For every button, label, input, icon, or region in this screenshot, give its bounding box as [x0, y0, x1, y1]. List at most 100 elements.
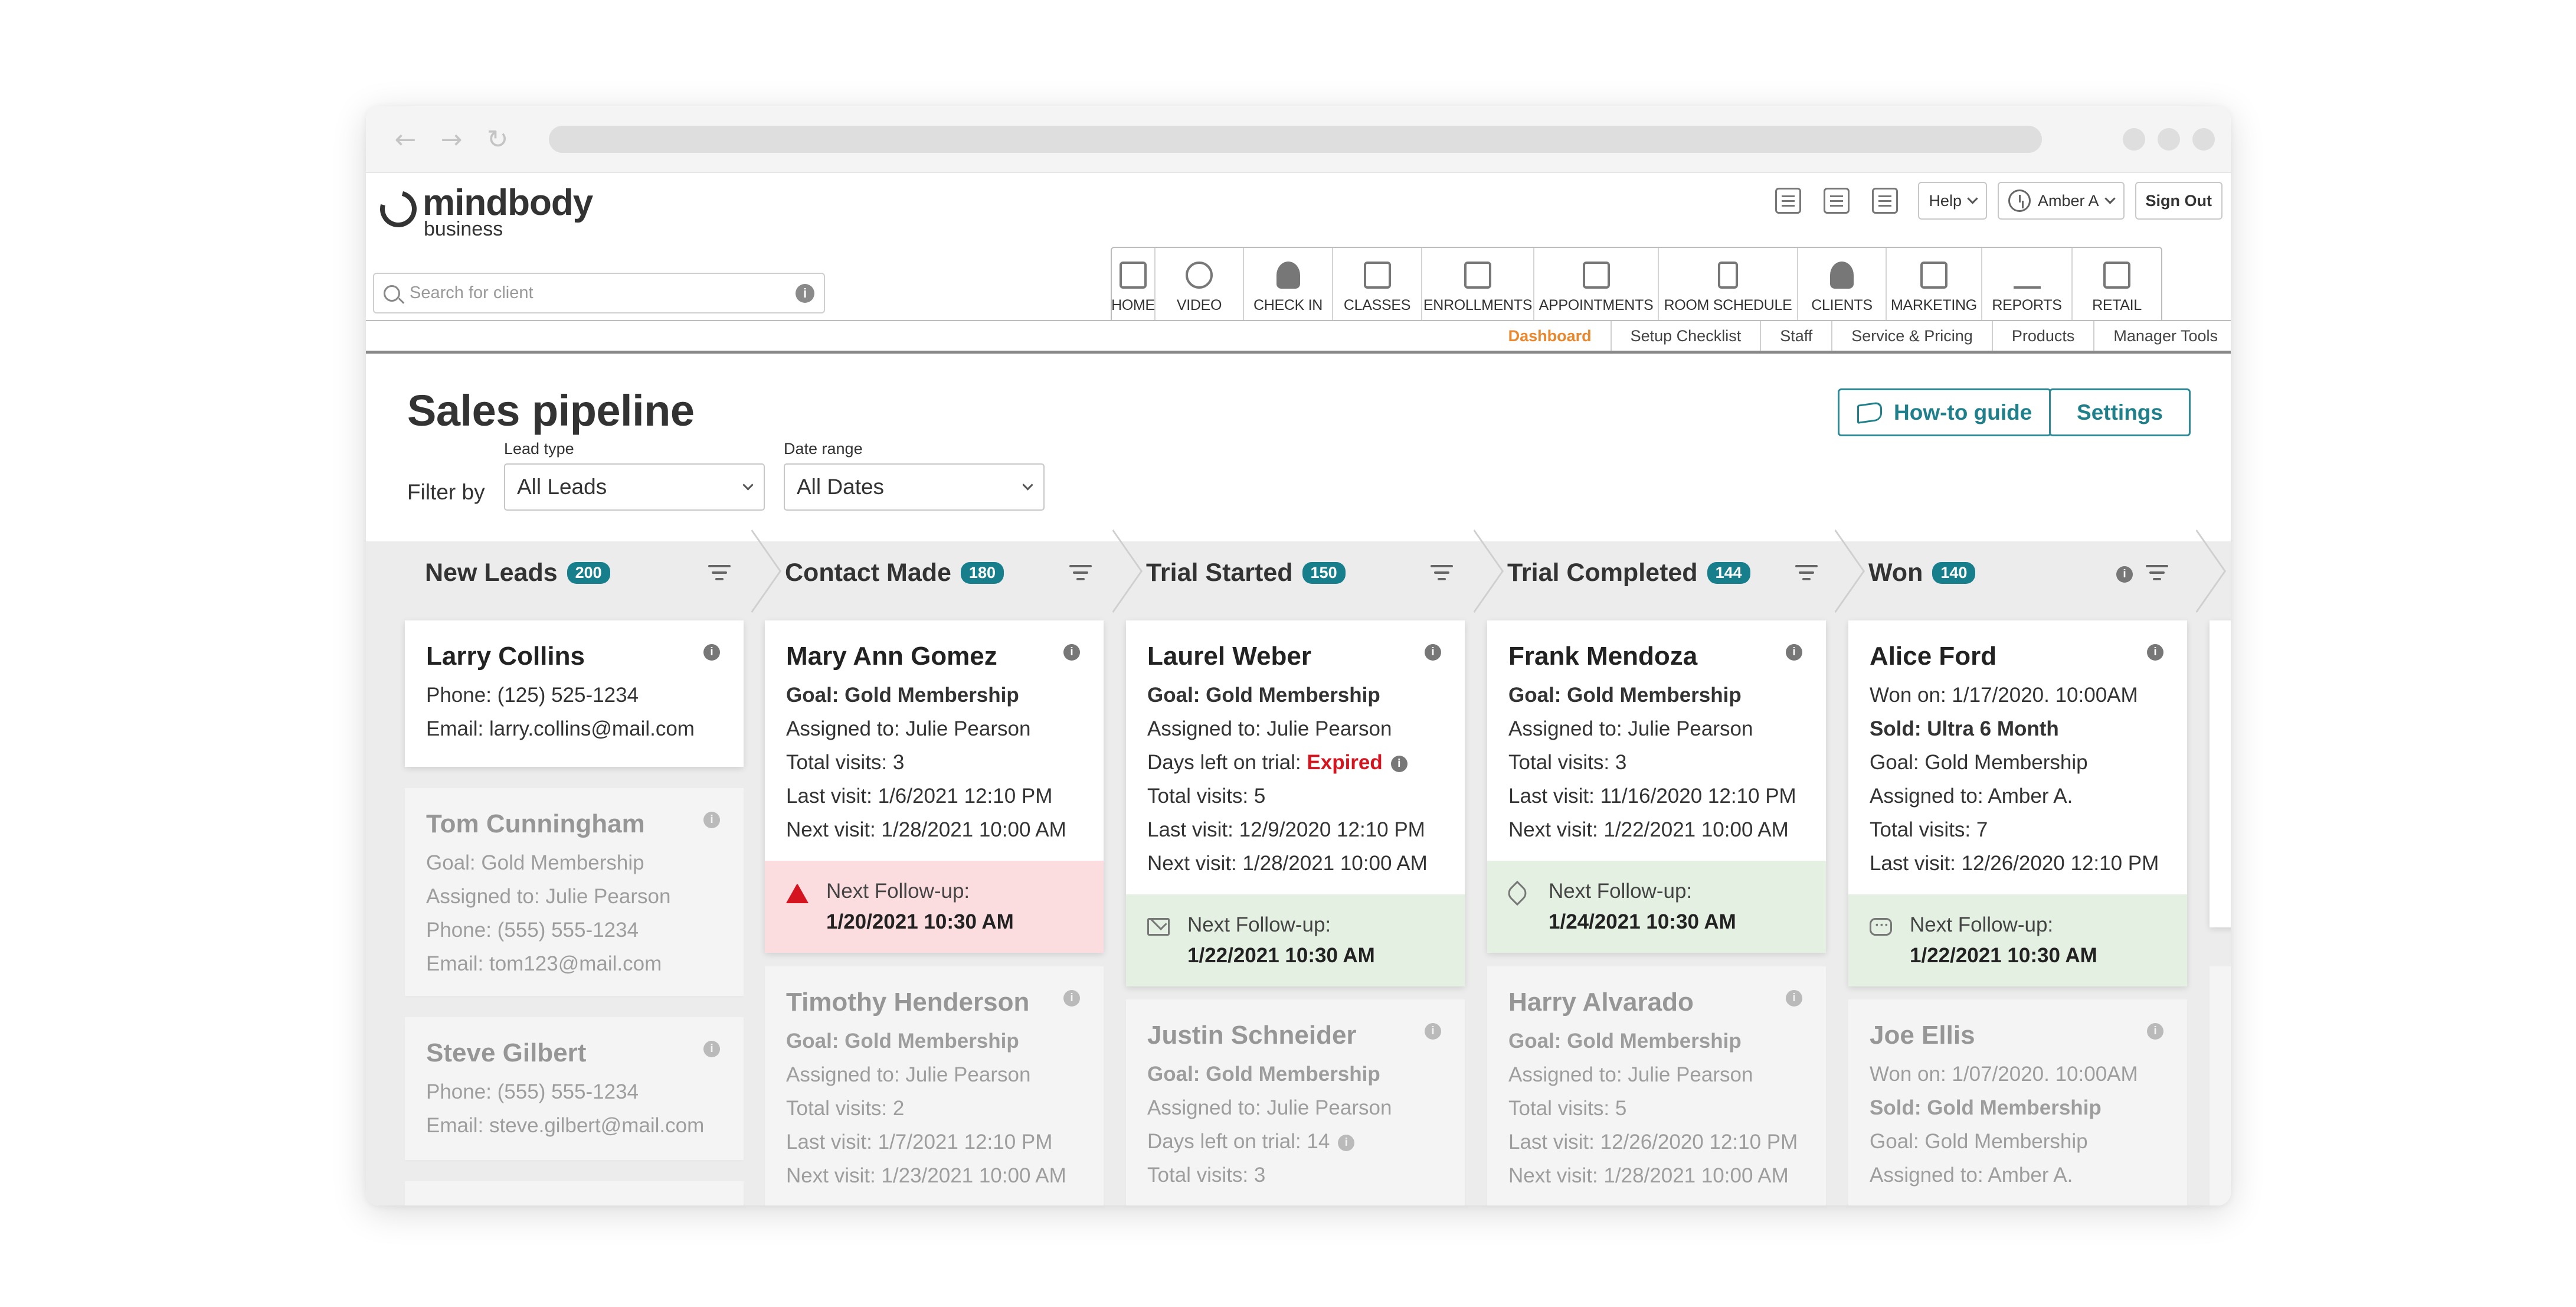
download-icon[interactable]	[1824, 188, 1850, 214]
news-icon[interactable]	[1775, 188, 1802, 214]
nav-classes[interactable]: CLASSES	[1333, 248, 1422, 320]
nav-retail[interactable]: RETAIL	[2073, 248, 2161, 320]
nav-label: VIDEO	[1176, 297, 1222, 313]
info-icon[interactable]: i	[703, 812, 720, 828]
window-dot[interactable]	[2123, 128, 2145, 151]
next-follow-up[interactable]: Next Follow-up: 1/22/2021 10:30 AM	[1126, 894, 1465, 986]
next-follow-up[interactable]: Next Follow-up: 1/20/2021 10:30 AM	[765, 861, 1104, 953]
filter-icon[interactable]	[1431, 565, 1453, 581]
filter-icon[interactable]	[1795, 565, 1818, 581]
info-icon[interactable]: i	[1390, 755, 1408, 772]
info-icon[interactable]: i	[1786, 990, 1802, 1007]
lead-card[interactable]: i Tom Cunningham Goal: Gold Membership A…	[405, 788, 744, 996]
lead-card[interactable]: i Mary Ann Gomez Goal: Gold Membership A…	[765, 620, 1104, 953]
filter-icon[interactable]	[1069, 565, 1092, 581]
lead-last-visit: Last visit: 1/7/2021 12:10 PM	[786, 1130, 1053, 1154]
tab-products[interactable]: Products	[1991, 321, 2094, 351]
filter-icon[interactable]	[708, 565, 731, 581]
mindbody-logo[interactable]: mindbody business	[373, 184, 593, 239]
info-icon[interactable]: i	[1063, 990, 1080, 1007]
lead-card[interactable]: i Alice Ford Won on: 1/17/2020. 10:00AM …	[1848, 620, 2187, 986]
next-follow-up[interactable]: Next Follow-up: 1/22/2021 10:30 AM	[1848, 894, 2187, 986]
tab-manager-tools[interactable]: Manager Tools	[2093, 321, 2231, 351]
info-icon[interactable]: i	[2116, 566, 2133, 583]
nav-marketing[interactable]: MARKETING	[1887, 248, 1982, 320]
info-icon[interactable]: i	[1338, 1134, 1355, 1151]
person-icon	[1830, 262, 1854, 289]
nav-video[interactable]: VIDEO	[1156, 248, 1244, 320]
lead-assigned: Assigned to: Amber A.	[1870, 1164, 2073, 1187]
follow-up-label: Next Follow-up:	[1910, 913, 2054, 936]
forward-icon[interactable]: →	[440, 125, 463, 155]
column-title: Trial Completed	[1507, 558, 1698, 587]
settings-button[interactable]: Settings	[2049, 388, 2191, 436]
lead-card[interactable]	[2210, 620, 2231, 927]
info-icon[interactable]: i	[1425, 1023, 1441, 1040]
info-icon[interactable]: i	[796, 283, 814, 303]
search-input[interactable]	[410, 283, 796, 303]
lead-card[interactable]: i Timothy Henderson Goal: Gold Membershi…	[765, 966, 1104, 1205]
browser-window: ← → ↻ mindbody business Help Amber A Sig…	[366, 106, 2231, 1205]
email-icon	[1147, 918, 1170, 936]
info-icon[interactable]: i	[703, 644, 720, 661]
nav-room-schedule[interactable]: ROOM SCHEDULE	[1659, 248, 1798, 320]
info-icon[interactable]: i	[2147, 644, 2163, 661]
date-range-select[interactable]: All Dates	[784, 463, 1045, 511]
count-badge: 200	[567, 561, 610, 584]
info-icon[interactable]: i	[1063, 644, 1080, 661]
sign-out-button[interactable]: Sign Out	[2135, 182, 2223, 220]
tab-service-pricing[interactable]: Service & Pricing	[1831, 321, 1992, 351]
app: mindbody business Help Amber A Sign Out …	[366, 173, 2231, 1205]
tab-dashboard[interactable]: Dashboard	[1508, 326, 1592, 345]
lead-card[interactable]: i Frank Mendoza Goal: Gold Membership As…	[1487, 620, 1826, 953]
header-tools: Help Amber A Sign Out	[1753, 182, 2223, 220]
clock-icon	[2008, 189, 2031, 212]
lead-won-on: Won on: 1/17/2020. 10:00AM	[1870, 684, 2138, 707]
reload-icon[interactable]: ↻	[486, 125, 509, 155]
window-dot[interactable]	[2192, 128, 2215, 151]
lead-visits: Total visits: 7	[1870, 818, 1988, 841]
info-icon[interactable]: i	[703, 1041, 720, 1057]
nav-label: RETAIL	[2092, 297, 2142, 313]
client-search[interactable]: i	[373, 273, 825, 313]
help-dropdown[interactable]: Help	[1918, 182, 1987, 220]
lead-card[interactable]	[405, 1181, 744, 1205]
lead-card[interactable]: i Joe Ellis Won on: 1/07/2020. 10:00AM S…	[1848, 999, 2187, 1205]
next-follow-up[interactable]: Next Follow-up: 1/24/2021 10:30 AM	[1487, 861, 1826, 953]
nav-check-in[interactable]: CHECK IN	[1244, 248, 1333, 320]
help-label: Help	[1929, 191, 1962, 210]
lead-card[interactable]: i Harry Alvarado Goal: Gold Membership A…	[1487, 966, 1826, 1205]
info-icon[interactable]: i	[2147, 1023, 2163, 1040]
nav-home[interactable]: HOME	[1111, 248, 1156, 320]
nav-appointments[interactable]: APPOINTMENTS	[1534, 248, 1659, 320]
window-dot[interactable]	[2158, 128, 2180, 151]
lead-card[interactable]	[2210, 966, 2231, 1205]
play-icon	[1186, 262, 1213, 289]
address-bar[interactable]	[549, 126, 2042, 153]
nav-label: CLASSES	[1343, 297, 1411, 313]
lead-type-select[interactable]: All Leads	[504, 463, 765, 511]
tab-setup-checklist[interactable]: Setup Checklist	[1610, 321, 1760, 351]
lead-assigned: Assigned to: Julie Pearson	[1508, 717, 1753, 740]
lead-card[interactable]: i Larry Collins Phone: (125) 525-1234 Em…	[405, 620, 744, 767]
column-header-new-leads: New Leads 200	[404, 541, 610, 604]
user-dropdown[interactable]: Amber A	[1997, 182, 2125, 220]
nav-reports[interactable]: REPORTS	[1982, 248, 2073, 320]
back-icon[interactable]: ←	[394, 125, 417, 155]
nav-clients[interactable]: CLIENTS	[1798, 248, 1887, 320]
date-range-label: Date range	[784, 440, 863, 458]
column-header-trial-completed: Trial Completed 144	[1486, 541, 1750, 604]
how-to-guide-button[interactable]: How-to guide	[1838, 388, 2052, 436]
tab-staff[interactable]: Staff	[1760, 321, 1831, 351]
lead-card[interactable]: i Laurel Weber Goal: Gold Membership Ass…	[1126, 620, 1465, 986]
filter-icon[interactable]	[2146, 565, 2168, 581]
nav-enrollments[interactable]: ENROLLMENTS	[1422, 248, 1534, 320]
checklist-icon[interactable]	[1872, 188, 1899, 214]
info-icon[interactable]: i	[1786, 644, 1802, 661]
lead-card[interactable]: i Justin Schneider Goal: Gold Membership…	[1126, 999, 1465, 1205]
info-icon[interactable]: i	[1425, 644, 1441, 661]
follow-up-date: 1/22/2021 10:30 AM	[1910, 944, 2097, 967]
column-title: New Leads	[425, 558, 558, 587]
chevron-down-icon	[1022, 479, 1033, 491]
lead-card[interactable]: i Steve Gilbert Phone: (555) 555-1234 Em…	[405, 1017, 744, 1160]
